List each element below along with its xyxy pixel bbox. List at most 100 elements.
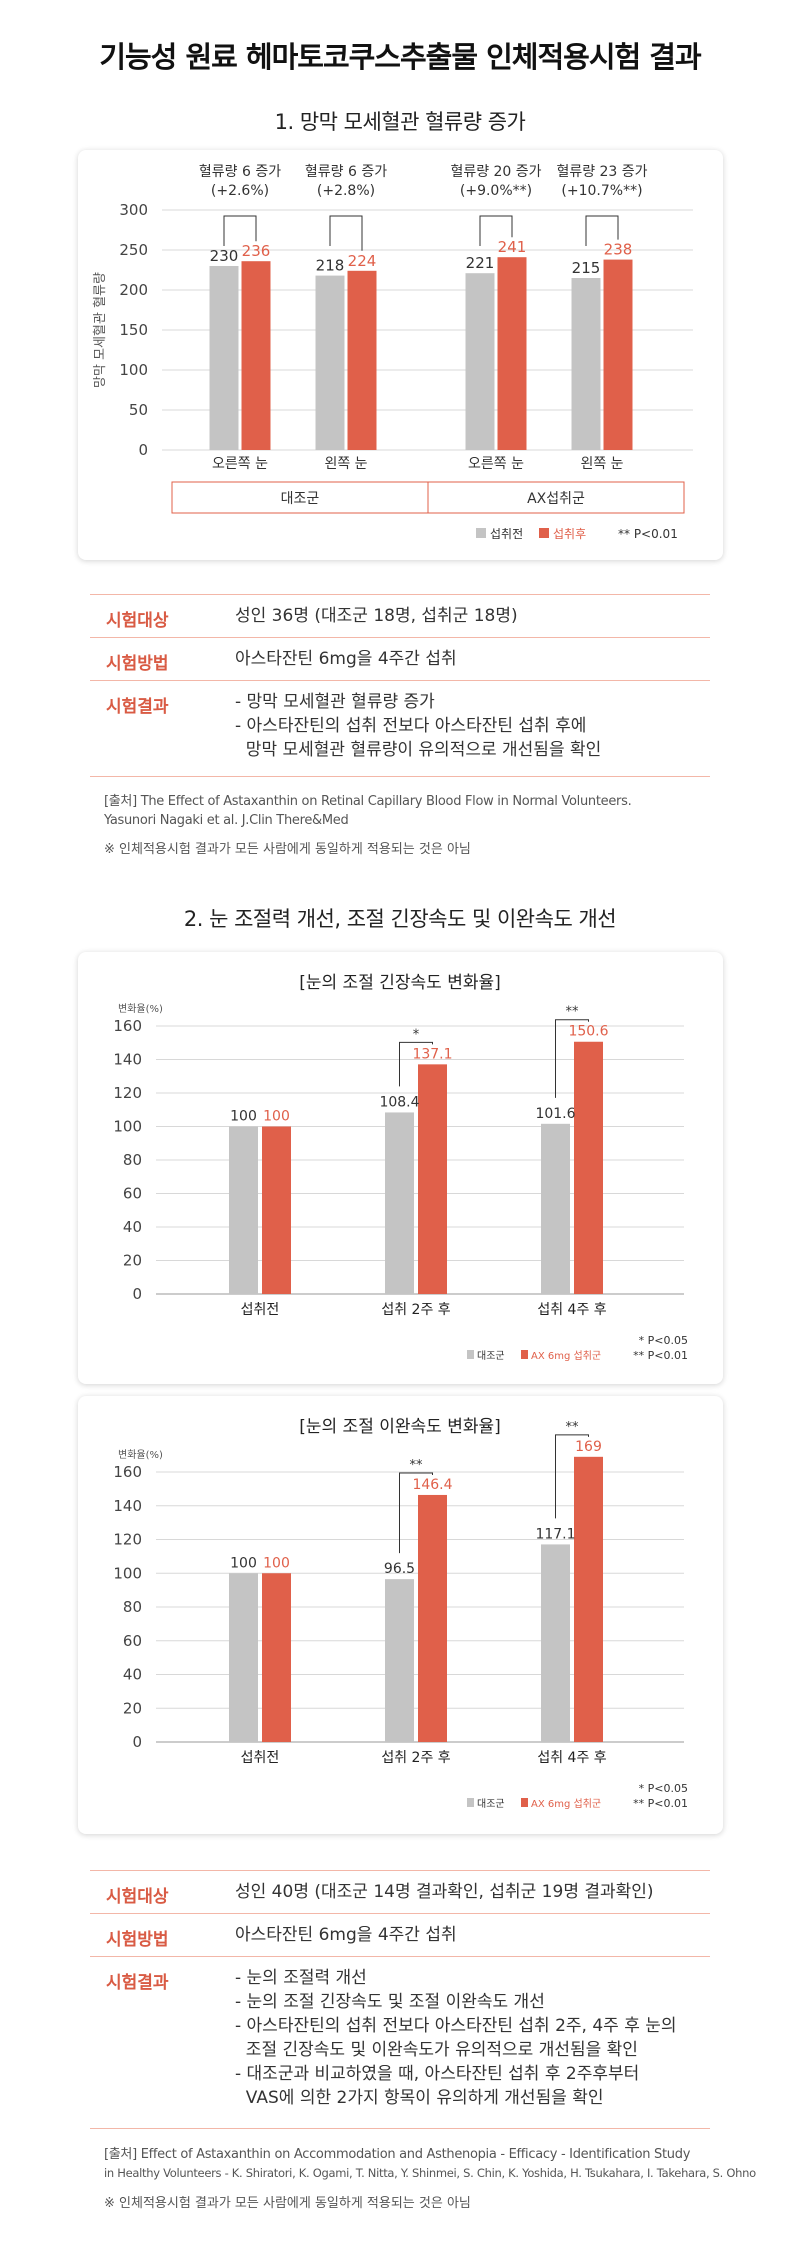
y-tick-label: 100 [113,1118,142,1136]
y-tick-label: 160 [113,1463,142,1481]
significance-mark: ** [566,1005,580,1020]
chart3-card: [눈의 조절 이완속도 변화율] 변화율(%) 0 20 40 60 80 100 120 140… [78,1396,723,1834]
significance-bracket [555,1434,589,1519]
y-tick-label: 40 [123,1666,142,1684]
data-label-control: 101.6 [535,1106,575,1122]
data-label-before: 221 [466,254,495,272]
legend-swatch [467,1798,474,1807]
section2-source: [출처] Effect of Astaxanthin on Accommodat… [104,2145,756,2183]
page-title: 기능성 원료 헤마토코쿠스추출물 인체적용시험 결과 [99,40,701,74]
bar-control [385,1112,414,1294]
data-label-control: 96.5 [384,1561,415,1577]
info-value-line: - 아스타잔틴의 섭취 전보다 아스타잔틴 섭취 후에 [235,716,587,736]
info-value: 아스타잔틴 6mg을 4주간 섭취 [235,647,457,671]
info-value-line: 아스타잔틴 6mg을 4주간 섭취 [235,649,457,669]
data-label-after: 241 [498,238,527,256]
y-tick-label: 200 [119,281,148,299]
bar-before [465,273,495,450]
x-tick-label: 섭취전 [241,1750,280,1766]
group-label: AX섭취군 [527,491,585,507]
chart3-relaxation-speed: [눈의 조절 이완속도 변화율] 변화율(%) 0 20 40 60 80 100 120 140… [113,1417,688,1810]
data-label-after: 236 [242,242,271,260]
info-label: 시험대상 [106,1887,169,1907]
data-label-control: 117.1 [535,1526,575,1542]
chart-title: [눈의 조절 이완속도 변화율] [299,1417,501,1437]
source-line: [출처] Effect of Astaxanthin on Accommodat… [104,2147,691,2162]
significance-bracket [223,215,257,246]
y-tick-label: 20 [123,1699,142,1717]
annotation-line1: 혈류량 23 증가 [556,164,647,180]
legend-swatch [521,1350,528,1359]
chart1-blood-flow: 0 50 100 150 200 250 300 망막 모세혈관 혈류량 230 236 오른쪽 눈… [93,164,693,541]
annotation-line2: (+10.7%**) [561,183,642,199]
legend-swatch [539,528,549,538]
y-tick-label: 50 [129,401,148,419]
y-tick-label: 100 [113,1564,142,1582]
data-label-before: 230 [210,247,239,265]
y-tick-label: 140 [113,1051,142,1069]
annotation-line1: 혈류량 6 증가 [305,164,387,180]
significance-bracket [585,215,619,246]
legend-label: AX 6mg 섭취군 [531,1350,601,1362]
bar-ax [262,1573,291,1742]
data-label-after: 238 [604,241,633,259]
data-label-control: 100 [230,1555,257,1571]
bar-control [229,1573,258,1742]
source-line: Yasunori Nagaki et al. J.Clin There&Med [104,813,349,828]
info-label: 시험결과 [106,1973,169,1993]
source-line: in Healthy Volunteers - K. Shiratori, K.… [104,2166,756,2180]
legend-label: 대조군 [477,1798,505,1810]
legend-label: AX 6mg 섭취군 [531,1798,601,1810]
legend-label: 대조군 [477,1350,505,1362]
data-label-control: 108.4 [379,1094,419,1110]
bar-before [571,278,601,450]
bar-ax [574,1041,603,1294]
y-tick-label: 120 [113,1084,142,1102]
y-tick-label: 0 [132,1733,142,1751]
y-tick-label: 160 [113,1017,142,1035]
chart2-card: [눈의 조절 긴장속도 변화율] 변화율(%) 0 20 40 60 80 100 120 140… [78,952,723,1384]
bar-ax [418,1494,447,1742]
bar-before [315,275,345,450]
info-bottom-border [90,2128,710,2129]
significance-note: ** P<0.01 [618,527,678,541]
significance-note: * P<0.05 [639,1782,688,1795]
y-tick-label: 0 [138,441,148,459]
y-axis-label: 망막 모세혈관 혈류량 [93,272,108,388]
chart2-tension-speed: [눈의 조절 긴장속도 변화율] 변화율(%) 0 20 40 60 80 100 120 140… [113,973,688,1362]
section1-note: ※ 인체적용시험 결과가 모든 사람에게 동일하게 적용되는 것은 아님 [104,842,471,857]
info-row: 시험방법 아스타잔틴 6mg을 4주간 섭취 [90,637,710,680]
info-value: - 망막 모세혈관 혈류량 증가 - 아스타잔틴의 섭취 전보다 아스타잔틴 섭취… [235,690,601,762]
data-label-ax: 100 [263,1555,290,1571]
data-label-ax: 169 [575,1439,602,1455]
significance-mark: * [413,1027,420,1042]
info-row: 시험대상 성인 40명 (대조군 14명 결과확인, 섭취군 19명 결과확인) [90,1870,710,1913]
info-value-line: 성인 40명 (대조군 14명 결과확인, 섭취군 19명 결과확인) [235,1882,654,1902]
significance-bracket [329,215,363,251]
info-label: 시험결과 [106,697,169,717]
x-tick-label: 섭취전 [241,1302,280,1318]
bar-before [209,266,239,450]
significance-bracket [399,1041,433,1087]
info-value-line: - 눈의 조절력 개선 [235,1968,367,1988]
y-tick-label: 250 [119,241,148,259]
info-label: 시험방법 [106,1930,169,1950]
info-value: 성인 36명 (대조군 18명, 섭취군 18명) [235,604,518,628]
y-tick-label: 100 [119,361,148,379]
bar-control [385,1579,414,1742]
section1-source: [출처] The Effect of Astaxanthin on Retina… [104,792,724,830]
data-label-before: 218 [316,257,345,275]
info-value-line: 망막 모세혈관 혈류량이 유의적으로 개선됨을 확인 [235,740,602,760]
significance-bracket [555,1019,589,1098]
info-value-line: - 망막 모세혈관 혈류량 증가 [235,692,435,712]
info-value: 성인 40명 (대조군 14명 결과확인, 섭취군 19명 결과확인) [235,1880,654,1904]
info-bottom-border [90,776,710,777]
annotation-line1: 혈류량 6 증가 [199,164,281,180]
legend-swatch [467,1350,474,1359]
x-tick-label: 섭취 2주 후 [381,1302,450,1318]
significance-bracket [479,215,513,246]
bar-control [541,1123,570,1294]
y-tick-label: 60 [123,1185,142,1203]
bar-ax [574,1456,603,1742]
y-tick-label: 40 [123,1218,142,1236]
